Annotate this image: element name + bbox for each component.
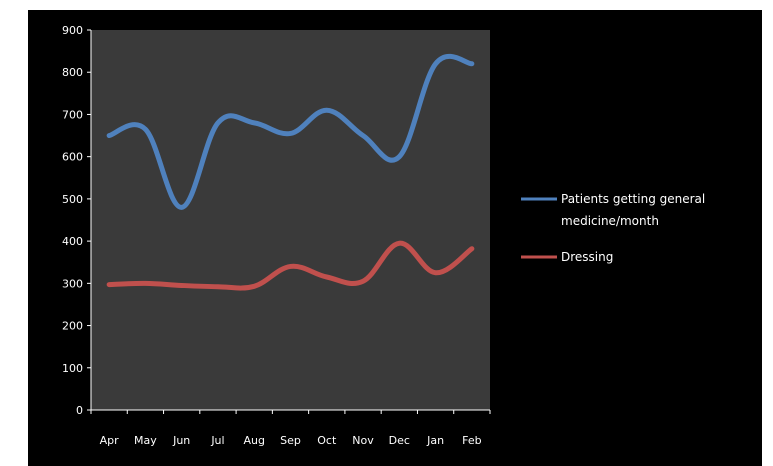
x-tick-label: Oct <box>317 434 337 447</box>
x-tick-label: Jul <box>210 434 224 447</box>
y-tick-label: 600 <box>62 151 83 164</box>
x-tick-label: Aug <box>243 434 264 447</box>
x-tick-label: Jun <box>172 434 190 447</box>
line-chart: 0 100 200 300 400 500 600 700 800 900 Apr May Jun Jul… <box>62 24 705 447</box>
y-tick-label: 500 <box>62 193 83 206</box>
y-tick-label: 800 <box>62 66 83 79</box>
series-line-dressing <box>106 240 475 291</box>
plot-area <box>91 30 490 410</box>
series-line-general-medicine <box>106 53 475 210</box>
legend-entry-label: Patients getting general <box>561 192 705 206</box>
y-tick-label: 900 <box>62 24 83 37</box>
y-tick-label: 400 <box>62 235 83 248</box>
chart-frame: 0 100 200 300 400 500 600 700 800 900 Apr May Jun Jul… <box>28 10 762 466</box>
legend-entry-label: Dressing <box>561 250 613 264</box>
y-tick-label: 0 <box>76 404 83 417</box>
x-tick-label: Jan <box>426 434 444 447</box>
y-tick-label: 700 <box>62 108 83 121</box>
x-tick-label: Nov <box>352 434 374 447</box>
y-tick-label: 200 <box>62 320 83 333</box>
x-tick-label: Dec <box>389 434 410 447</box>
x-tick-label: Sep <box>280 434 301 447</box>
legend-entry-label: medicine/month <box>561 214 659 228</box>
x-tick-label: May <box>134 434 157 447</box>
x-tick-label: Apr <box>100 434 120 447</box>
y-tick-label: 100 <box>62 362 83 375</box>
x-tick-label: Feb <box>462 434 481 447</box>
y-tick-label: 300 <box>62 277 83 290</box>
